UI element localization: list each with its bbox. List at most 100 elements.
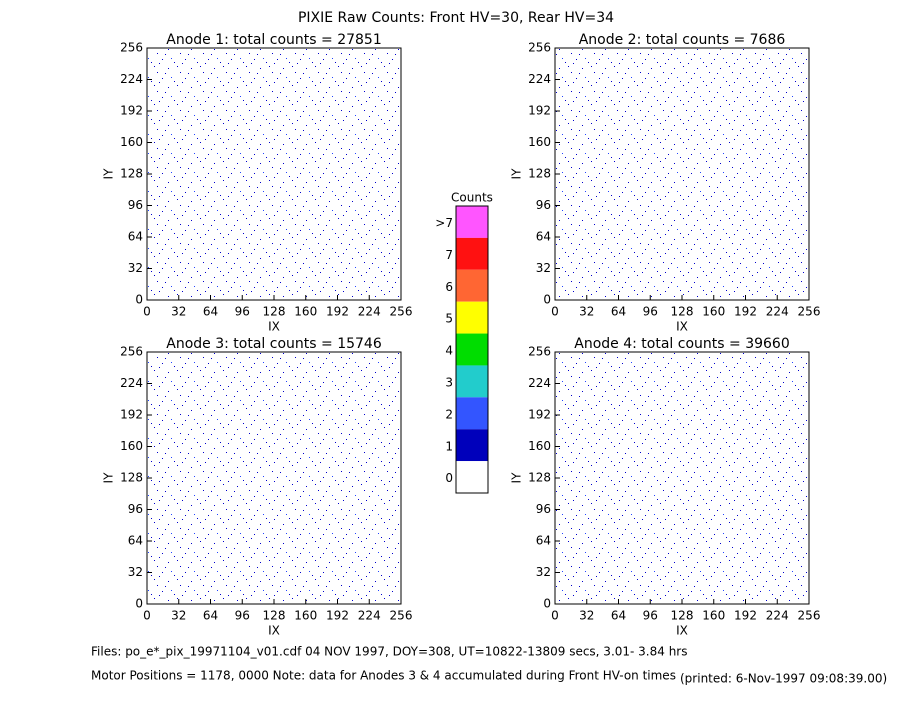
colorbar-swatch	[456, 397, 488, 430]
colorbar-label: 1	[445, 439, 453, 453]
y-tick-label: 224	[528, 72, 551, 86]
count-map-texture	[147, 48, 401, 300]
colorbar-label: 2	[445, 407, 453, 421]
y-axis-label: IY	[102, 168, 116, 180]
y-tick-label: 128	[120, 167, 143, 181]
colorbar-swatch	[456, 237, 488, 270]
x-tick-label: 160	[294, 609, 317, 623]
colorbar-label: 6	[445, 280, 453, 294]
count-map-texture	[555, 352, 809, 604]
y-tick-label: 256	[528, 345, 551, 359]
colorbar-label: 7	[445, 248, 453, 262]
footer-files: Files: po_e*_pix_19971104_v01.cdf 04 NOV…	[91, 645, 688, 659]
colorbar-swatch	[456, 333, 488, 366]
x-tick-label: 224	[358, 609, 381, 623]
colorbar-swatch	[456, 429, 488, 462]
colorbar-label: 5	[445, 312, 453, 326]
x-tick-label: 64	[611, 305, 626, 319]
colorbar-swatch	[456, 461, 488, 493]
x-tick-label: 64	[611, 609, 626, 623]
y-tick-label: 0	[543, 293, 551, 307]
colorbar-label: 4	[445, 344, 453, 358]
y-tick-label: 0	[135, 293, 143, 307]
footer-motor: Motor Positions = 1178, 0000 Note: data …	[91, 669, 676, 683]
x-axis-label: IX	[268, 320, 280, 334]
y-tick-label: 128	[528, 167, 551, 181]
y-tick-label: 32	[128, 261, 143, 275]
y-tick-label: 64	[536, 534, 551, 548]
y-tick-label: 96	[128, 502, 143, 516]
y-tick-label: 192	[528, 408, 551, 422]
y-tick-label: 160	[120, 135, 143, 149]
y-tick-label: 32	[128, 565, 143, 579]
y-tick-label: 96	[536, 502, 551, 516]
y-tick-label: 160	[528, 135, 551, 149]
x-tick-label: 128	[671, 305, 694, 319]
x-tick-label: 32	[171, 609, 186, 623]
x-axis-label: IX	[268, 624, 280, 638]
x-tick-label: 64	[203, 305, 218, 319]
y-tick-label: 192	[120, 408, 143, 422]
y-tick-label: 192	[528, 104, 551, 118]
colorbar-title: Counts	[451, 191, 493, 205]
x-tick-label: 224	[358, 305, 381, 319]
x-axis-label: IX	[676, 624, 688, 638]
y-axis-label: IY	[102, 472, 116, 484]
x-tick-label: 160	[294, 305, 317, 319]
x-tick-label: 128	[263, 609, 286, 623]
colorbar-swatch	[456, 206, 488, 238]
y-tick-label: 32	[536, 261, 551, 275]
x-tick-label: 96	[235, 305, 250, 319]
y-tick-label: 224	[120, 376, 143, 390]
x-tick-label: 96	[643, 305, 658, 319]
x-tick-label: 256	[390, 609, 413, 623]
colorbar-frame	[455, 205, 489, 494]
x-tick-label: 0	[143, 305, 151, 319]
x-tick-label: 256	[390, 305, 413, 319]
x-tick-label: 64	[203, 609, 218, 623]
y-tick-label: 224	[120, 72, 143, 86]
y-tick-label: 96	[128, 198, 143, 212]
panel-title: Anode 4: total counts = 39660	[574, 336, 789, 352]
x-tick-label: 192	[734, 609, 757, 623]
y-tick-label: 0	[135, 597, 143, 611]
colorbar-swatch	[456, 301, 488, 334]
x-tick-label: 32	[579, 305, 594, 319]
colorbar-swatch	[456, 269, 488, 302]
colorbar-label: 0	[445, 471, 453, 485]
x-tick-label: 160	[702, 305, 725, 319]
y-tick-label: 256	[120, 41, 143, 55]
y-tick-label: 128	[120, 471, 143, 485]
x-tick-label: 32	[171, 305, 186, 319]
x-tick-label: 0	[143, 609, 151, 623]
x-tick-label: 128	[263, 305, 286, 319]
x-tick-label: 128	[671, 609, 694, 623]
y-tick-label: 64	[128, 230, 143, 244]
panel-title: Anode 3: total counts = 15746	[166, 336, 382, 352]
y-tick-label: 0	[543, 597, 551, 611]
x-tick-label: 160	[702, 609, 725, 623]
x-tick-label: 96	[643, 609, 658, 623]
y-tick-label: 64	[128, 534, 143, 548]
colorbar-label: >7	[435, 216, 453, 230]
count-map-texture	[555, 48, 809, 300]
x-tick-label: 192	[326, 305, 349, 319]
x-tick-label: 256	[798, 305, 821, 319]
x-tick-label: 32	[579, 609, 594, 623]
y-tick-label: 256	[528, 41, 551, 55]
y-tick-label: 160	[120, 439, 143, 453]
y-tick-label: 160	[528, 439, 551, 453]
x-tick-label: 192	[326, 609, 349, 623]
y-tick-label: 192	[120, 104, 143, 118]
x-tick-label: 0	[551, 609, 559, 623]
x-tick-label: 256	[798, 609, 821, 623]
y-tick-label: 64	[536, 230, 551, 244]
x-tick-label: 224	[766, 305, 789, 319]
y-tick-label: 32	[536, 565, 551, 579]
y-tick-label: 256	[120, 345, 143, 359]
y-tick-label: 128	[528, 471, 551, 485]
y-axis-label: IY	[510, 168, 524, 180]
x-axis-label: IX	[676, 320, 688, 334]
